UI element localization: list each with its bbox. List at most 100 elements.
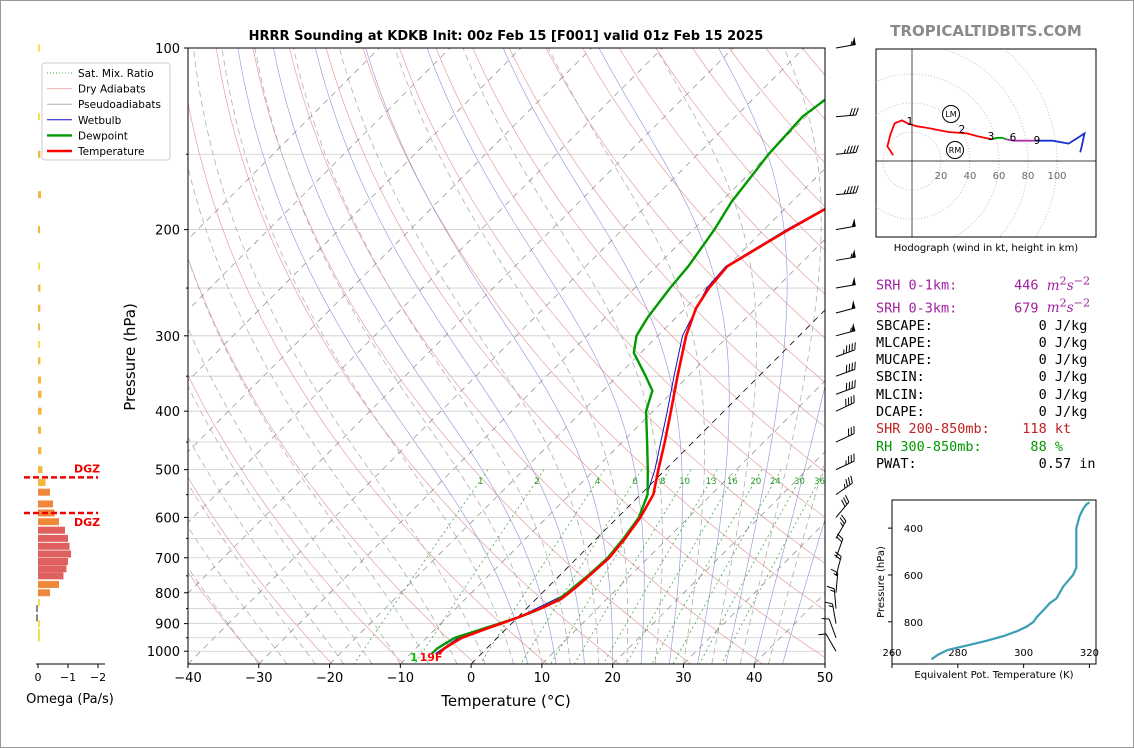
mixing-ratio-line xyxy=(414,469,545,664)
isotherm xyxy=(612,451,825,664)
dry-adiabat xyxy=(472,48,825,473)
hodo-height-label: 2 xyxy=(959,124,966,136)
omega-bar xyxy=(38,542,70,550)
stat-row: MUCAPE: 0 J/kg xyxy=(876,352,1116,369)
mixing-ratio-label: 6 xyxy=(633,477,638,487)
barb-half xyxy=(843,349,845,355)
stat-label: SBCIN: xyxy=(876,369,990,386)
stat-row: SBCAPE: 0 J/kg xyxy=(876,318,1116,335)
barb-staff xyxy=(833,588,837,609)
barb-flag xyxy=(851,218,856,227)
stat-unit: in xyxy=(1079,455,1096,472)
barb-full xyxy=(855,107,859,116)
dry-adiabat xyxy=(188,374,405,664)
omega-bar xyxy=(38,580,59,588)
hodo-ring-label: 100 xyxy=(1047,171,1066,182)
pseudoadiabat xyxy=(188,482,316,664)
thetae-x-tick-label: 300 xyxy=(1014,648,1033,659)
barb-full xyxy=(849,185,853,194)
stat-row: SRH 0-3km: 679 m2s−2 xyxy=(876,295,1116,318)
omega-bar xyxy=(38,466,43,474)
moist-adiabat-blue xyxy=(365,48,614,664)
hodo-ring-label: 40 xyxy=(964,171,977,182)
omega-bar xyxy=(38,634,40,642)
barb-full xyxy=(846,186,850,194)
omega-bar xyxy=(36,605,38,613)
isotherm xyxy=(541,380,825,664)
mixing-ratio-label: 13 xyxy=(706,477,717,487)
barb-full xyxy=(818,633,827,636)
omega-panel: 0 −1 −2 DGZ DGZ xyxy=(24,44,106,684)
barb-half xyxy=(833,573,838,577)
skewt-axes: −40 −30 −20 −10 0 10 20 30 40 50 100 200 300 400 500 60… xyxy=(147,42,833,686)
barb-full xyxy=(834,551,842,557)
barb-half xyxy=(830,589,835,593)
wind-barb xyxy=(835,185,859,196)
isotherm xyxy=(400,238,825,664)
barb-staff xyxy=(835,538,844,558)
wind-barb xyxy=(834,551,842,576)
stat-unit: J/kg xyxy=(1054,352,1088,369)
barb-half xyxy=(850,253,853,258)
barb-staff xyxy=(835,349,855,358)
hodo-ring-label: 60 xyxy=(993,171,1006,182)
pseudoadiabat xyxy=(188,257,429,664)
mixing-ratio-line xyxy=(699,469,806,664)
skewt-profiles xyxy=(430,98,825,655)
barb-full xyxy=(844,495,850,503)
pseudoadiabat xyxy=(188,526,288,664)
barb-full xyxy=(855,185,859,194)
mixing-ratio-line xyxy=(574,469,692,664)
wind-barb xyxy=(835,533,844,558)
hodograph-caption: Hodograph (wind in kt, height in km) xyxy=(894,243,1079,254)
omega-bar xyxy=(38,620,40,628)
hodo-trace xyxy=(1006,138,1036,142)
wind-barb xyxy=(818,633,837,652)
barb-flag xyxy=(851,249,856,258)
omega-bar xyxy=(38,628,40,636)
surface-label: 1 xyxy=(410,651,418,664)
barb-staff xyxy=(835,501,850,518)
wind-barb xyxy=(835,495,850,518)
omega-bar xyxy=(38,447,42,455)
pseudoadiabat xyxy=(462,48,663,664)
wind-barb xyxy=(835,379,856,395)
omega-bar xyxy=(38,390,42,398)
barb-full xyxy=(835,536,843,543)
hodograph-frame xyxy=(875,48,1097,238)
pseudoadiabat xyxy=(655,48,757,664)
barb-staff xyxy=(835,368,855,377)
omega-bar xyxy=(38,262,40,270)
mixing-ratio-line xyxy=(626,469,739,664)
stat-label: PWAT: xyxy=(876,455,990,472)
barb-staff xyxy=(835,460,855,471)
barb-staff xyxy=(832,603,837,624)
wind-barb xyxy=(835,218,856,231)
stat-label: RH 300-850mb: xyxy=(876,438,990,455)
brand-watermark: TROPICALTIDBITS.COM xyxy=(890,22,1082,40)
omega-bar xyxy=(38,550,71,558)
stat-label: SHR 200-850mb: xyxy=(876,421,990,438)
barb-full xyxy=(841,499,846,507)
omega-bar xyxy=(38,357,41,365)
y-tick-label: 300 xyxy=(155,330,180,345)
pseudoadiabat xyxy=(739,48,822,664)
wind-barb xyxy=(835,322,856,337)
x-tick-label: −20 xyxy=(316,671,343,686)
dry-adiabat xyxy=(362,48,825,611)
storm-motion-marker xyxy=(942,105,960,123)
barb-full xyxy=(841,514,847,522)
omega-tick-label: −1 xyxy=(60,671,76,684)
stat-row: SRH 0-1km: 446 m2s−2 xyxy=(876,272,1116,295)
pseudoadiabat xyxy=(547,48,705,664)
barb-full xyxy=(846,145,850,154)
stat-label: SRH 0-1km: xyxy=(876,277,990,294)
stat-unit: J/kg xyxy=(1054,317,1088,334)
hodo-ring-label: 20 xyxy=(935,171,948,182)
dry-adiabat xyxy=(399,48,825,564)
stat-value: 0 xyxy=(989,334,1055,351)
barb-full xyxy=(855,145,859,153)
barb-staff xyxy=(835,114,856,118)
barb-staff xyxy=(835,192,856,196)
moist-adiabat-blue xyxy=(237,48,528,664)
